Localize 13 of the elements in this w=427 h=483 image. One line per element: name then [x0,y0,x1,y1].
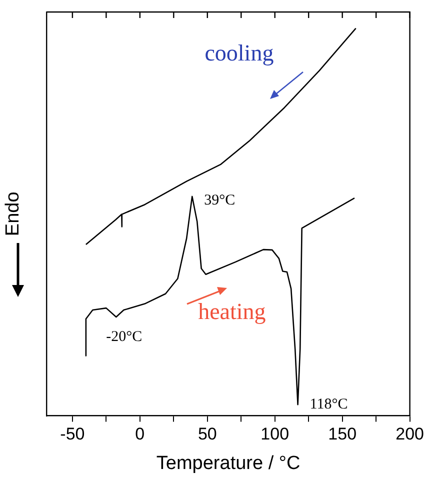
x-tick-label: 0 [135,424,145,444]
y-axis-title: Endo [2,192,24,236]
annotation: 118°C [310,396,348,413]
x-tick-label: 100 [260,424,290,444]
annotation: -20°C [106,328,142,345]
annotation: heating [198,298,266,324]
x-tick-label: -50 [60,424,85,444]
x-tick-label: 50 [198,424,217,444]
annotation: cooling [204,40,274,66]
x-tick-label: 150 [328,424,357,444]
x-axis-title: Temperature / °C [156,452,300,474]
annotation: 39°C [204,192,236,208]
x-tick-label: 200 [396,424,424,444]
